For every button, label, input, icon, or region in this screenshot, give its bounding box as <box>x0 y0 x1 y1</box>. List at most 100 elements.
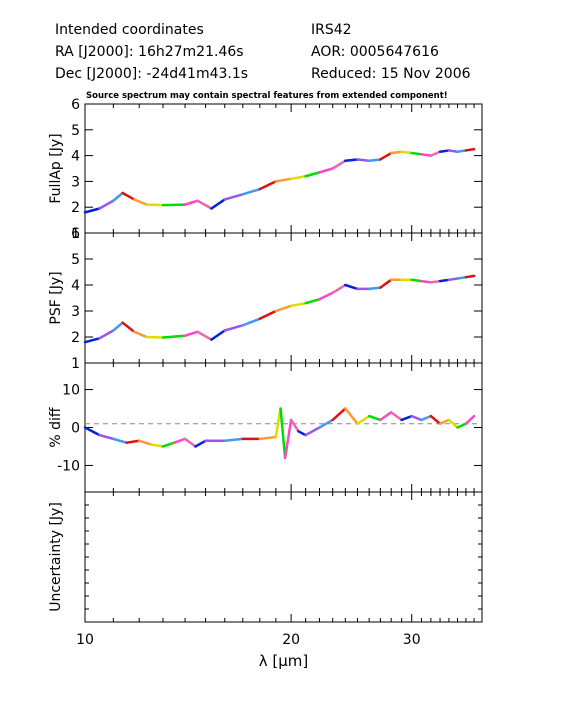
header-object-name: IRS42 <box>311 22 352 38</box>
spectrum-segment <box>410 151 423 156</box>
spectrum-segment <box>121 191 136 201</box>
header-aor: AOR: 0005647616 <box>311 44 439 60</box>
spectrum-segment <box>258 180 278 191</box>
ytick-label-psf: 4 <box>71 278 80 294</box>
spectrum-segment <box>331 283 347 295</box>
spectrum-segment <box>112 321 124 332</box>
ytick-label-diff: 0 <box>71 421 80 437</box>
spectrum-segment <box>367 414 382 422</box>
spectrum-segment <box>132 198 148 206</box>
panel-diff: % diff -10 0 10 <box>48 362 483 493</box>
spectrum-segment <box>379 151 393 161</box>
panel-frame <box>84 232 483 364</box>
panel-psf: PSF [Jy] 1 2 3 4 5 6 <box>48 226 483 372</box>
spectrum-segment <box>410 278 423 283</box>
spectrum-segment <box>98 329 115 340</box>
spectrum-segment <box>196 199 213 210</box>
spectrum-segment <box>137 439 153 446</box>
ytick-label-diff: 10 <box>62 383 80 399</box>
spectrum-segment <box>98 199 115 210</box>
ytick-label-fullap: 3 <box>71 174 80 190</box>
header-intended-coordinates: Intended coordinates <box>55 22 204 38</box>
spectrum-segment <box>400 150 413 155</box>
spectrum-segment <box>223 193 245 201</box>
spectrum-segment <box>210 198 227 210</box>
spectrum-segment <box>331 407 347 422</box>
xtick-label: 30 <box>403 632 421 648</box>
panel-uncertainty: Uncertainty [Jy] <box>48 491 483 623</box>
spectrum-segment <box>438 149 451 153</box>
ytick-label-diff: -10 <box>57 458 80 474</box>
spectrum-segment <box>223 437 245 443</box>
spectrum-segment <box>429 414 442 425</box>
spectrum-segment <box>283 418 293 460</box>
spectrum-segment <box>379 411 393 422</box>
spectrum-segment <box>161 203 187 207</box>
spectrum-segment <box>297 430 307 437</box>
spectrum-segment <box>344 407 359 425</box>
spectrum-segment <box>150 443 165 448</box>
spectrum-segment <box>318 291 334 301</box>
ytick-label-psf: 3 <box>71 304 80 320</box>
spectrum-segment <box>464 274 476 279</box>
spectrum-segment <box>183 199 199 206</box>
spectrum-segment <box>438 418 451 425</box>
spectrum-segment <box>344 158 359 163</box>
ylabel-fullap: FullAp [Jy] <box>48 133 64 203</box>
panel-frame <box>84 491 483 623</box>
extended-component-note: Source spectrum may contain spectral fea… <box>86 91 448 101</box>
spectrum-segment <box>274 177 293 183</box>
ytick-label-fullap: 1 <box>71 226 80 242</box>
spectrum-segment <box>274 304 293 313</box>
xlabel: λ [μm] <box>259 652 309 670</box>
spectrum-segment <box>456 275 468 280</box>
spectrum-segment <box>172 437 187 444</box>
spectrum-segment <box>289 301 307 308</box>
spectrum-segment <box>183 437 197 448</box>
ytick-label-fullap: 6 <box>71 97 80 113</box>
spectrum-segment <box>318 418 334 429</box>
spectrum-segment <box>356 414 371 425</box>
ytick-label-fullap: 2 <box>71 200 80 216</box>
panel-fullap: FullAp [Jy] 1 2 3 4 5 6 <box>48 97 483 242</box>
spectrum-segment <box>304 298 321 305</box>
spectrum-segment <box>241 187 262 196</box>
spectrum-segment <box>438 278 451 283</box>
spectrum-segment <box>304 426 321 437</box>
spectrum-segment <box>356 158 371 163</box>
spectrum-segment <box>379 278 393 289</box>
spectrum-segment <box>258 435 278 441</box>
spectrum-segment <box>145 203 165 207</box>
ylabel-psf: PSF [Jy] <box>48 271 64 324</box>
spectrum-segment <box>125 439 141 444</box>
ytick-label-psf: 2 <box>71 330 80 346</box>
spectrum-segment <box>400 414 413 422</box>
spectrum-segment <box>279 407 287 460</box>
spectrum-segment <box>420 153 433 157</box>
spectrum-segment <box>145 335 165 339</box>
spectrum-segment <box>83 207 101 214</box>
spectrum-segment <box>83 426 101 437</box>
spectrum-segment <box>367 286 382 291</box>
spectrum-segment <box>367 158 382 163</box>
spectrum-segment <box>344 283 359 291</box>
xtick-label: 20 <box>282 632 300 648</box>
spectrum-segment <box>289 174 307 181</box>
spectrum-segment <box>241 317 262 327</box>
spectrum-segment <box>210 329 227 341</box>
spectrum-segment <box>83 337 101 344</box>
spectrum-segment <box>112 437 128 444</box>
spectrum-segment <box>464 414 476 425</box>
spectrum-segment <box>196 330 213 341</box>
panel-frame <box>84 103 483 234</box>
ytick-label-psf: 5 <box>71 252 80 268</box>
spectrum-segment <box>223 324 245 332</box>
spectrum-segment <box>447 418 459 429</box>
spectrum-segment <box>183 330 199 337</box>
spectrum-segment <box>456 422 468 429</box>
spectrum-segment <box>389 150 403 155</box>
spectrum-segment <box>420 414 433 422</box>
ytick-label-psf: 1 <box>71 356 80 372</box>
ytick-label-psf: 6 <box>71 226 80 242</box>
